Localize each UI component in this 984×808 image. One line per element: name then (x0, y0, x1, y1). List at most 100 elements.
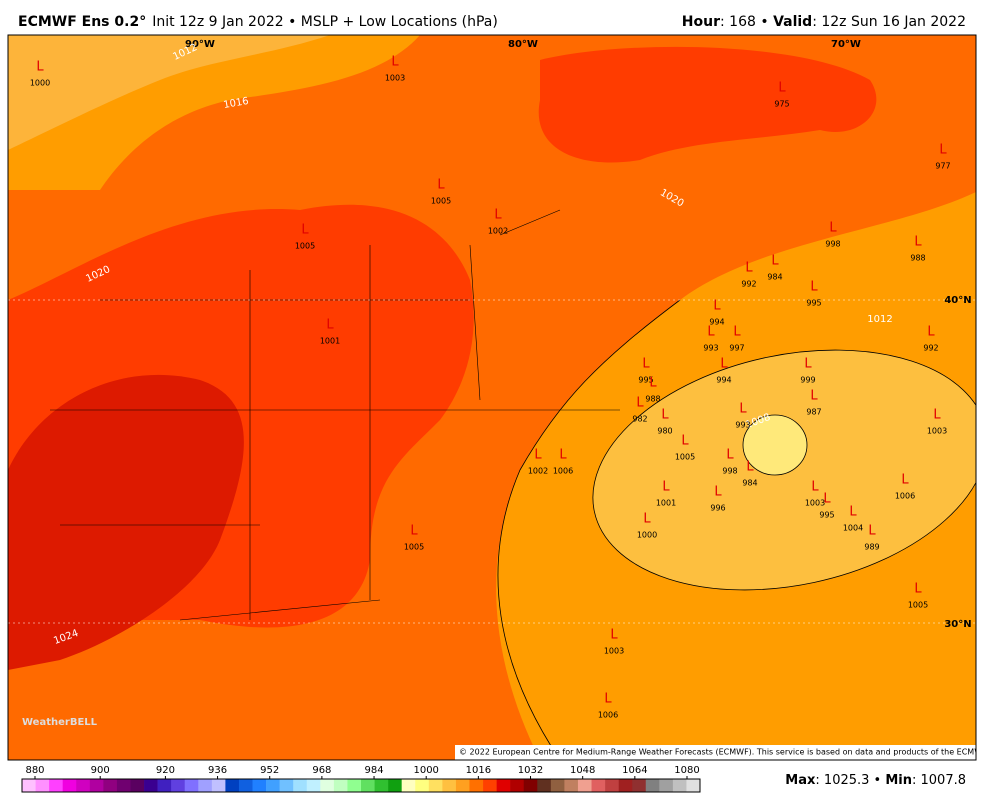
header-right: Hour: 168 • Valid: 12z Sun 16 Jan 2022 (682, 14, 966, 30)
low-pressure: 993 (735, 421, 750, 430)
coast-line (497, 299, 681, 760)
colorbar-cell (103, 779, 118, 792)
colorbar-cell (469, 779, 484, 792)
low-pressure: 999 (800, 376, 815, 385)
low-symbol: L (713, 299, 721, 314)
colorbar-cell (388, 779, 402, 792)
colorbar-tick-label: 880 (25, 765, 44, 776)
low-pressure: 975 (774, 100, 789, 109)
low-symbol: L (559, 448, 567, 463)
colorbar-tick-label: 920 (156, 765, 175, 776)
colorbar-tick-label: 1064 (622, 765, 647, 776)
colorbar-frame (21, 778, 701, 793)
low-symbol: L (391, 55, 399, 70)
max-label: Max (785, 773, 816, 788)
colorbar-cell (591, 779, 606, 792)
colorbar-cell (686, 779, 701, 792)
colorbar-cell (144, 779, 158, 792)
colorbar-cell (157, 779, 172, 792)
low-symbol: L (771, 254, 779, 269)
low-symbol: L (534, 448, 542, 463)
max: : 1025.3 • (815, 773, 885, 788)
colorbar-cell (564, 779, 579, 792)
colorbar-cell (252, 779, 267, 792)
low-symbol: L (927, 325, 935, 340)
low-symbol: L (661, 408, 669, 423)
init: Init 12z 9 Jan 2022 • MSLP + Low Locatio… (152, 14, 498, 30)
low-symbol: L (811, 480, 819, 495)
low-pressure: 988 (910, 254, 925, 263)
low-symbol: L (681, 434, 689, 449)
low-symbol: L (733, 325, 741, 340)
hour-label: Hour (682, 14, 720, 30)
colorbar-cell (455, 779, 470, 792)
low-symbol: L (643, 512, 651, 527)
colorbar-cell (618, 779, 633, 792)
colorbar-cell (279, 779, 294, 792)
contour-label: 1016 (223, 96, 250, 111)
colorbar: 880 900 920 936 952 968 984 1000 1016 1032 1048 106… (21, 765, 701, 793)
colorbar-cell (523, 779, 538, 792)
colorbar-cell (483, 779, 497, 792)
colorbar-tick-label: 900 (91, 765, 110, 776)
colorbar-cell (550, 779, 565, 792)
low-pressure: 995 (806, 299, 821, 308)
colorbar-cell (374, 779, 389, 792)
colorbar-cell (361, 779, 375, 792)
low-pressure: 998 (825, 240, 840, 249)
colorbar-cell (415, 779, 430, 792)
header-left: ECMWF Ens 0.2° Init 12z 9 Jan 2022 • MSLP… (18, 14, 498, 30)
low-symbol: L (901, 473, 909, 488)
latitude-label: 40°N (944, 295, 971, 306)
low-symbol: L (810, 280, 818, 295)
latitude-label: 30°N (944, 619, 971, 630)
low-pressure: 995 (819, 511, 834, 520)
low-symbol: L (604, 692, 612, 707)
colorbar-cell (76, 779, 91, 792)
stats: Max: 1025.3 • Min: 1007.8 (785, 773, 966, 788)
low-pressure: 992 (741, 280, 756, 289)
valid-label: Valid (773, 14, 812, 30)
colorbar-cell (198, 779, 213, 792)
map: 90°W 80°W 70°W40°N30°N10121016102010201012… (8, 35, 976, 760)
low-pressure: 1006 (895, 492, 915, 501)
low-symbol: L (914, 582, 922, 597)
low-symbol: L (720, 357, 728, 372)
low-pressure: 1005 (675, 453, 695, 462)
colorbar-tick-label: 984 (364, 765, 383, 776)
colorbar-cell (89, 779, 104, 792)
colorbar-cell (496, 779, 511, 792)
low-pressure: 1005 (404, 543, 424, 552)
map-frame (7, 34, 977, 761)
valid: : 12z Sun 16 Jan 2022 (812, 14, 966, 30)
pressure-field (538, 46, 877, 163)
colorbar-cell (537, 779, 552, 792)
colorbar-cell (605, 779, 619, 792)
colorbar-cell (672, 779, 687, 792)
colorbar-cell (306, 779, 321, 792)
low-pressure: 988 (645, 395, 660, 404)
colorbar-cell (22, 779, 36, 792)
low-symbol: L (642, 357, 650, 372)
logo: WeatherBELL (22, 717, 98, 728)
low-symbol: L (933, 408, 941, 423)
colorbar-tick-label: 952 (260, 765, 279, 776)
longitude-label: 80°W (508, 39, 538, 50)
colorbar-cell (645, 779, 660, 792)
colorbar-cell (347, 779, 362, 792)
low-symbol: L (726, 448, 734, 463)
colorbar-cell (62, 779, 77, 792)
colorbar-cell (49, 779, 63, 792)
low-symbol: L (778, 81, 786, 96)
colorbar-tick-label: 1000 (413, 765, 438, 776)
low-symbol: L (610, 628, 618, 643)
colorbar-cell (401, 779, 416, 792)
colorbar-cell (35, 779, 50, 792)
low-pressure: 996 (710, 504, 725, 513)
low-pressure: 1001 (656, 499, 676, 508)
low-pressure: 1002 (528, 467, 548, 476)
low-symbol: L (849, 505, 857, 520)
low-pressure: 1006 (598, 711, 618, 720)
colorbar-cell (225, 779, 240, 792)
colorbar-tick-label: 968 (312, 765, 331, 776)
